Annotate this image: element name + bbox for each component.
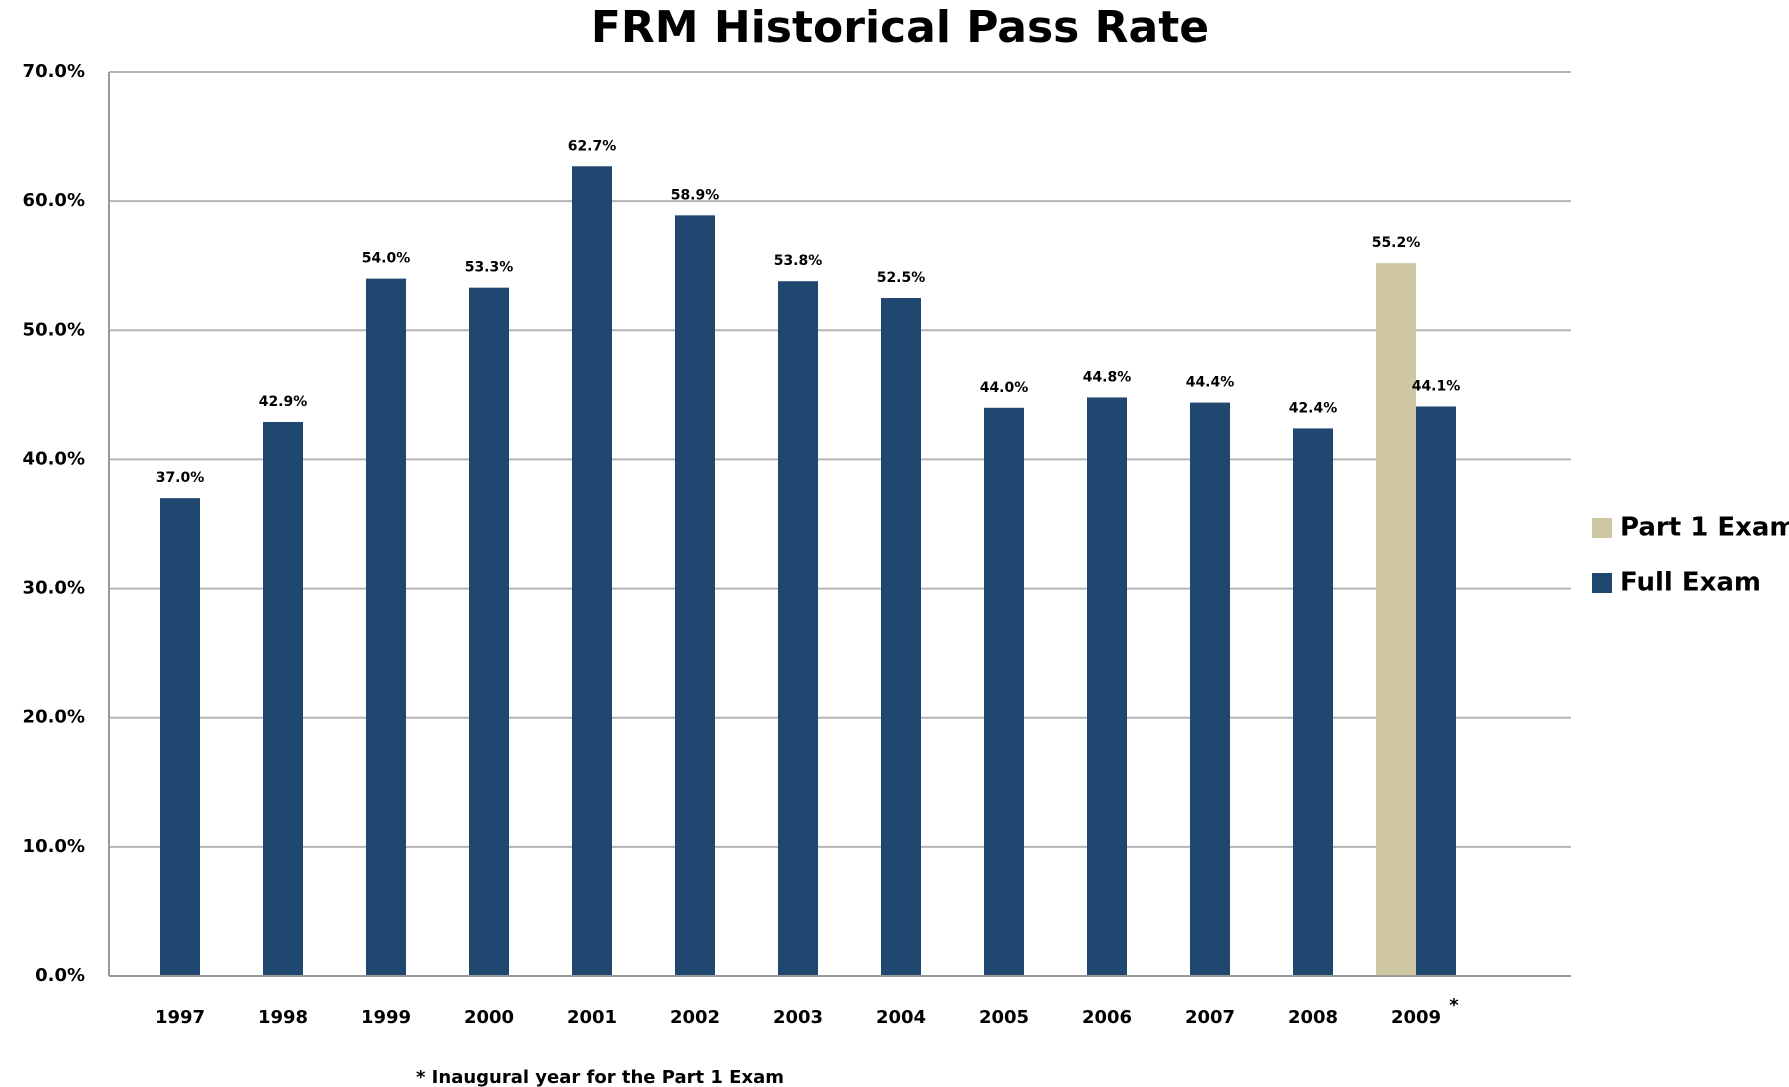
x-tick-label: 2007 — [1185, 1007, 1235, 1028]
y-tick-label: 50.0% — [23, 319, 85, 340]
bar — [1293, 428, 1333, 976]
x-tick-label: 2004 — [876, 1007, 926, 1028]
data-label: 44.1% — [1412, 378, 1461, 394]
x-tick-label: 2008 — [1288, 1007, 1338, 1028]
data-label: 44.8% — [1083, 369, 1132, 385]
data-label: 58.9% — [671, 187, 720, 203]
bar — [366, 278, 406, 977]
data-label: 44.4% — [1186, 375, 1235, 391]
data-label: 52.5% — [877, 270, 926, 286]
bar — [572, 166, 612, 976]
data-label: 55.2% — [1372, 235, 1421, 251]
footnote: * Inaugural year for the Part 1 Exam — [416, 1067, 784, 1087]
data-label: 62.7% — [568, 138, 617, 154]
data-label: 44.0% — [980, 380, 1029, 396]
bar — [881, 298, 921, 976]
bar — [469, 287, 509, 976]
legend-label: Full Exam — [1620, 568, 1761, 598]
x-tick-label: 2009 — [1391, 1007, 1441, 1028]
x-tick-label: 2005 — [979, 1007, 1029, 1028]
x-tick-label: 2001 — [567, 1007, 617, 1028]
y-tick-label: 20.0% — [23, 707, 85, 728]
y-tick-label: 70.0% — [23, 61, 85, 82]
bar — [263, 421, 303, 976]
bar — [1376, 263, 1416, 976]
legend-label: Part 1 Exam — [1620, 513, 1789, 543]
data-label: 42.4% — [1289, 400, 1338, 416]
category-marker: * — [1449, 995, 1459, 1016]
bar — [1416, 406, 1456, 977]
data-label: 37.0% — [156, 470, 205, 486]
data-label: 53.8% — [774, 253, 823, 269]
y-tick-label: 30.0% — [23, 578, 85, 599]
bar — [1190, 402, 1230, 976]
y-tick-label: 0.0% — [35, 965, 85, 986]
data-label: 54.0% — [362, 251, 411, 267]
x-tick-label: 2000 — [464, 1007, 514, 1028]
x-tick-label: 1999 — [361, 1007, 411, 1028]
x-tick-label: 1997 — [155, 1007, 205, 1028]
data-label: 42.9% — [259, 394, 308, 410]
chart-title: FRM Historical Pass Rate — [591, 2, 1209, 53]
x-tick-label: 1998 — [258, 1007, 308, 1028]
legend-swatch — [1592, 518, 1612, 538]
y-tick-label: 40.0% — [23, 448, 85, 469]
bar — [1087, 397, 1127, 976]
y-tick-label: 10.0% — [23, 836, 85, 857]
bar — [984, 407, 1024, 976]
y-tick-label: 60.0% — [23, 190, 85, 211]
x-tick-label: 2002 — [670, 1007, 720, 1028]
x-tick-label: 2006 — [1082, 1007, 1132, 1028]
bar — [675, 215, 715, 976]
x-tick-label: 2003 — [773, 1007, 823, 1028]
data-label: 53.3% — [465, 260, 514, 276]
bar — [778, 281, 818, 976]
bar — [160, 498, 200, 976]
legend-swatch — [1592, 573, 1612, 593]
